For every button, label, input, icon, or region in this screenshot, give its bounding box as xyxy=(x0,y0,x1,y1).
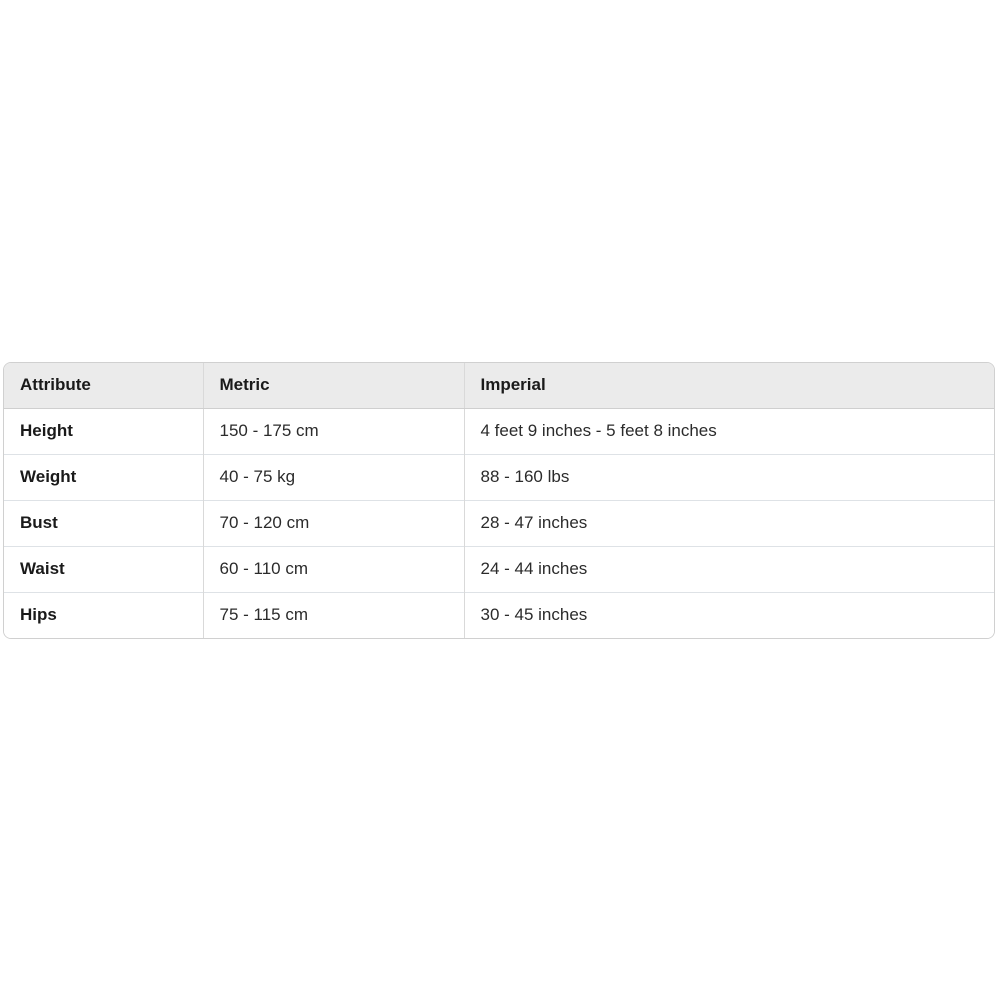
cell-attribute: Waist xyxy=(4,545,203,592)
table-row-height: Height 150 - 175 cm 4 feet 9 inches - 5 … xyxy=(4,408,994,454)
measurements-table: Attribute Metric Imperial Height 150 - 1… xyxy=(4,363,994,638)
cell-imperial: 30 - 45 inches xyxy=(463,591,994,638)
cell-metric: 60 - 110 cm xyxy=(202,545,464,592)
table-row-waist: Waist 60 - 110 cm 24 - 44 inches xyxy=(4,545,994,592)
table-body: Height 150 - 175 cm 4 feet 9 inches - 5 … xyxy=(4,408,994,638)
cell-metric: 70 - 120 cm xyxy=(202,499,464,546)
header-attribute: Attribute xyxy=(4,363,203,409)
cell-attribute: Height xyxy=(4,408,203,454)
header-row: Attribute Metric Imperial xyxy=(4,363,994,409)
cell-metric: 75 - 115 cm xyxy=(202,591,464,638)
cell-attribute: Bust xyxy=(4,499,203,546)
cell-metric: 150 - 175 cm xyxy=(202,408,464,454)
table-header: Attribute Metric Imperial xyxy=(4,363,994,409)
header-metric: Metric xyxy=(202,363,464,409)
cell-metric: 40 - 75 kg xyxy=(202,453,464,500)
table-row-hips: Hips 75 - 115 cm 30 - 45 inches xyxy=(4,591,994,638)
cell-imperial: 88 - 160 lbs xyxy=(463,453,994,500)
cell-attribute: Weight xyxy=(4,453,203,500)
table-row-weight: Weight 40 - 75 kg 88 - 160 lbs xyxy=(4,453,994,500)
size-chart-table: Attribute Metric Imperial Height 150 - 1… xyxy=(3,362,995,639)
header-imperial: Imperial xyxy=(463,363,994,409)
table-row-bust: Bust 70 - 120 cm 28 - 47 inches xyxy=(4,499,994,546)
cell-imperial: 4 feet 9 inches - 5 feet 8 inches xyxy=(463,408,994,454)
cell-imperial: 24 - 44 inches xyxy=(463,545,994,592)
cell-imperial: 28 - 47 inches xyxy=(463,499,994,546)
cell-attribute: Hips xyxy=(4,591,203,638)
